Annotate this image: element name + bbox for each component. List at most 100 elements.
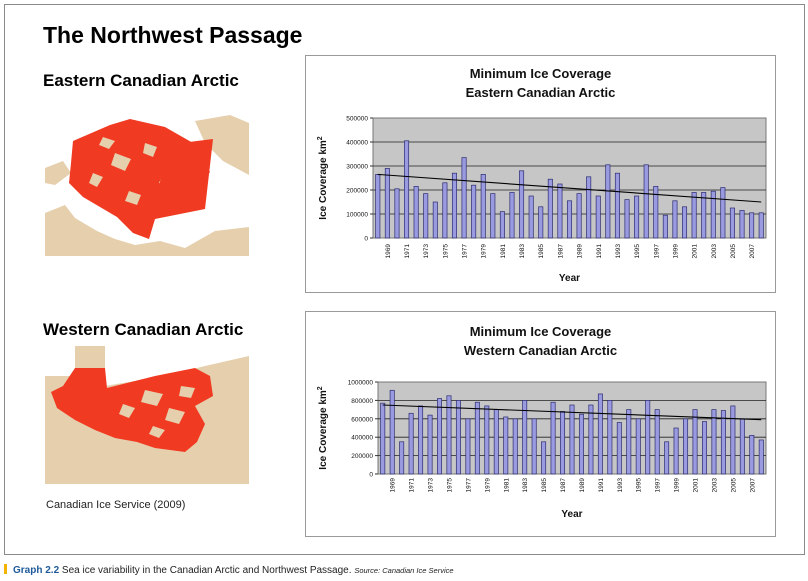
eastern-ice-chart: Minimum Ice Coverage Eastern Canadian Arc… <box>317 66 767 284</box>
bar-1995 <box>635 418 641 475</box>
bar-1990 <box>588 404 594 475</box>
bar-1970 <box>399 441 405 475</box>
x-tick-label: 1997 <box>655 478 662 493</box>
bar-2008 <box>758 439 764 475</box>
bar-1968 <box>375 174 381 239</box>
x-tick-label: 1987 <box>557 244 564 259</box>
bar-1988 <box>566 200 573 239</box>
y-axis-label: Ice Coverage km2 <box>317 136 329 220</box>
y-tick-label: 600000 <box>351 416 373 423</box>
x-tick-label: 1983 <box>522 478 529 493</box>
chart-panel-western: Minimum Ice Coverage Western Canadian Arc… <box>305 311 776 537</box>
bar-2007 <box>749 212 755 239</box>
x-tick-label: 1991 <box>596 244 603 259</box>
bar-1980 <box>490 193 496 239</box>
y-tick-label: 1000000 <box>348 380 374 387</box>
bar-1989 <box>576 193 582 239</box>
bar-1982 <box>512 418 518 475</box>
bar-1988 <box>569 404 575 475</box>
region-title-western: Western Canadian Arctic <box>43 320 244 339</box>
bar-2001 <box>691 192 697 239</box>
page-title: The Northwest Passage <box>43 22 303 48</box>
x-tick-label: 1981 <box>503 478 510 493</box>
bar-1999 <box>672 200 678 239</box>
y-tick-label: 0 <box>369 472 373 479</box>
chart-panel-eastern: Minimum Ice Coverage Eastern Canadian Arc… <box>305 55 776 293</box>
x-tick-label: 1999 <box>672 244 679 259</box>
bar-1974 <box>432 201 438 239</box>
x-tick-label: 1987 <box>560 478 567 493</box>
x-axis-label: Year <box>559 273 580 284</box>
x-tick-label: 2007 <box>749 478 756 493</box>
x-tick-label: 1973 <box>423 244 430 259</box>
x-tick-label: 1993 <box>615 244 622 259</box>
bar-1974 <box>437 398 442 475</box>
bar-1987 <box>560 411 566 475</box>
bar-1981 <box>499 211 505 239</box>
bar-2002 <box>701 192 707 239</box>
caption-text: Sea ice variability in the Canadian Arct… <box>61 565 352 576</box>
y-tick-label: 0 <box>364 236 368 243</box>
x-tick-label: 1971 <box>404 244 411 259</box>
bar-1975 <box>442 182 448 239</box>
x-axis-label: Year <box>561 509 582 520</box>
x-tick-label: 1977 <box>462 244 469 259</box>
x-tick-label: 2001 <box>693 478 700 493</box>
bar-2004 <box>720 187 726 239</box>
western-arctic-map <box>45 346 249 484</box>
y-tick-label: 400000 <box>346 140 368 147</box>
caption-source: Source: Canadian Ice Service <box>354 566 454 575</box>
bar-1981 <box>503 416 509 475</box>
x-tick-label: 2005 <box>730 244 737 259</box>
y-tick-label: 200000 <box>351 453 373 460</box>
chart-subtitle: Eastern Canadian Arctic <box>466 85 616 100</box>
figure-caption: Graph 2.2 Sea ice variability in the Can… <box>4 564 454 576</box>
bar-1969 <box>384 168 390 239</box>
bar-1986 <box>550 401 556 475</box>
bar-1991 <box>595 195 601 239</box>
y-axis-label: Ice Coverage km2 <box>317 386 329 470</box>
map-source-note: Canadian Ice Service (2009) <box>46 499 186 511</box>
x-tick-label: 1995 <box>634 244 641 259</box>
bar-1978 <box>471 184 477 239</box>
x-tick-label: 1999 <box>674 478 681 493</box>
y-tick-label: 300000 <box>346 164 368 171</box>
bar-2006 <box>739 210 745 239</box>
x-tick-label: 2001 <box>692 244 699 259</box>
bar-1994 <box>624 199 630 239</box>
bar-1994 <box>626 409 632 475</box>
x-tick-label: 1985 <box>538 244 545 259</box>
chart-title: Minimum Ice Coverage <box>470 324 612 339</box>
bar-1983 <box>522 400 528 475</box>
y-tick-label: 800000 <box>351 398 373 405</box>
bar-1996 <box>645 400 651 475</box>
x-tick-label: 1969 <box>390 478 397 493</box>
bar-1997 <box>653 186 659 239</box>
y-tick-label: 500000 <box>346 116 368 123</box>
bar-2003 <box>710 190 716 239</box>
chart-subtitle: Western Canadian Arctic <box>464 343 617 358</box>
trendline <box>382 404 762 421</box>
bar-2005 <box>729 207 735 239</box>
bar-1984 <box>531 418 537 475</box>
bar-1969 <box>389 389 395 475</box>
bar-1980 <box>493 409 499 475</box>
bar-1997 <box>654 409 660 475</box>
bar-1970 <box>394 188 400 239</box>
x-tick-label: 1985 <box>541 478 548 493</box>
bar-1990 <box>586 176 592 239</box>
bar-1972 <box>413 186 419 239</box>
x-tick-label: 1995 <box>636 478 643 493</box>
x-tick-label: 1979 <box>484 478 491 493</box>
bar-1985 <box>538 206 544 239</box>
bar-1971 <box>404 140 410 239</box>
bar-1986 <box>547 178 553 239</box>
bar-2000 <box>682 206 688 239</box>
bar-1998 <box>662 214 668 239</box>
bar-1989 <box>578 413 584 475</box>
x-tick-label: 1983 <box>519 244 526 259</box>
x-tick-label: 1971 <box>409 478 416 493</box>
x-tick-label: 1991 <box>598 478 605 493</box>
bar-2001 <box>692 409 698 475</box>
x-tick-label: 1975 <box>446 478 453 493</box>
